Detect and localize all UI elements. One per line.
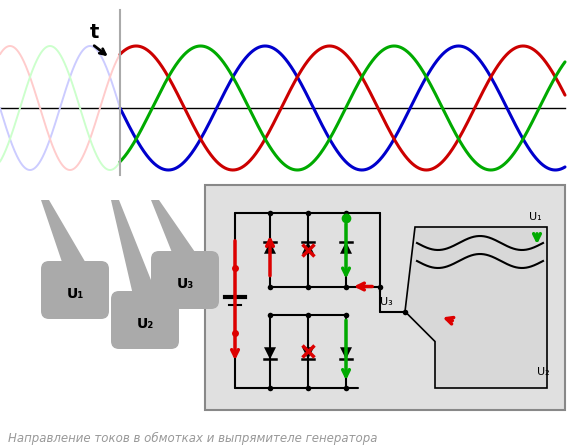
FancyBboxPatch shape bbox=[41, 261, 109, 319]
Polygon shape bbox=[111, 200, 157, 295]
Text: Направление токов в обмотках и выпрямителе генератора: Направление токов в обмотках и выпрямите… bbox=[8, 431, 378, 444]
Polygon shape bbox=[340, 242, 352, 254]
Text: U₁: U₁ bbox=[67, 287, 84, 301]
Polygon shape bbox=[41, 200, 87, 265]
FancyBboxPatch shape bbox=[151, 251, 219, 309]
Polygon shape bbox=[151, 200, 197, 255]
Text: U₂: U₂ bbox=[537, 367, 550, 377]
Text: t: t bbox=[90, 23, 99, 42]
Text: U₃: U₃ bbox=[176, 277, 193, 291]
Polygon shape bbox=[264, 242, 276, 254]
Text: U₁: U₁ bbox=[529, 212, 541, 222]
FancyBboxPatch shape bbox=[111, 291, 179, 349]
Polygon shape bbox=[302, 347, 314, 359]
Text: U₃: U₃ bbox=[380, 297, 393, 306]
Polygon shape bbox=[340, 347, 352, 359]
Text: U₂: U₂ bbox=[137, 317, 154, 331]
Polygon shape bbox=[302, 242, 314, 254]
FancyBboxPatch shape bbox=[205, 185, 565, 410]
Polygon shape bbox=[405, 227, 547, 388]
Polygon shape bbox=[264, 347, 276, 359]
